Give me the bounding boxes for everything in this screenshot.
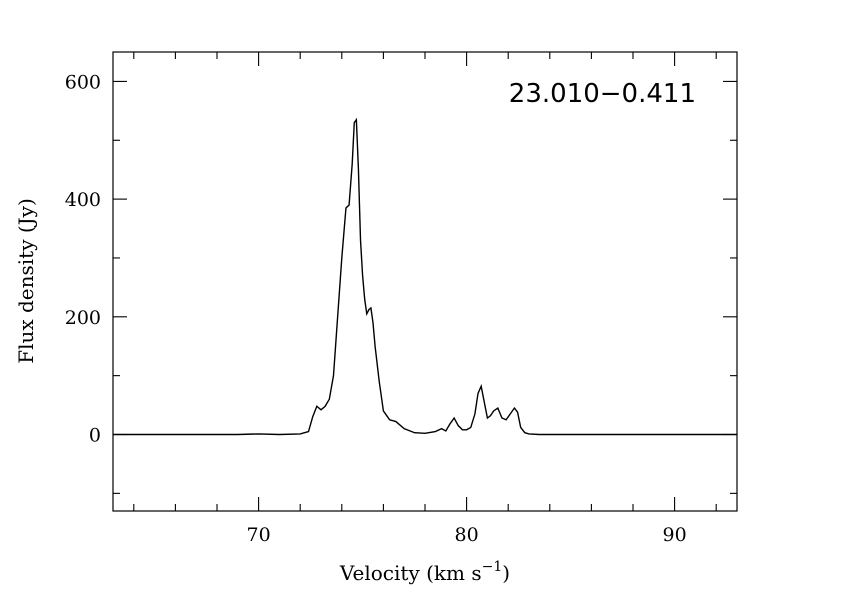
x-axis-title: Velocity (km s−1) — [339, 559, 510, 585]
spectrum-line — [113, 117, 737, 436]
x-tick-label: 90 — [663, 524, 687, 546]
source-name-annotation: 23.010−0.411 — [509, 79, 696, 109]
y-axis-title: Flux density (Jy) — [14, 198, 38, 364]
plot-frame — [112, 51, 738, 512]
axis-ticks — [113, 52, 737, 511]
y-tick-label: 400 — [65, 189, 101, 211]
y-tick-label: 600 — [65, 71, 101, 93]
tick-labels: 70 80 90 0 200 400 600 — [65, 71, 687, 546]
x-axis-title-end: ) — [502, 561, 510, 585]
y-tick-label: 200 — [65, 307, 101, 329]
x-axis-title-superscript: −1 — [482, 559, 503, 575]
x-tick-label: 70 — [247, 524, 271, 546]
x-tick-label: 80 — [455, 524, 479, 546]
x-axis-title-main: Velocity (km s — [339, 561, 482, 585]
y-tick-label: 0 — [89, 425, 101, 447]
